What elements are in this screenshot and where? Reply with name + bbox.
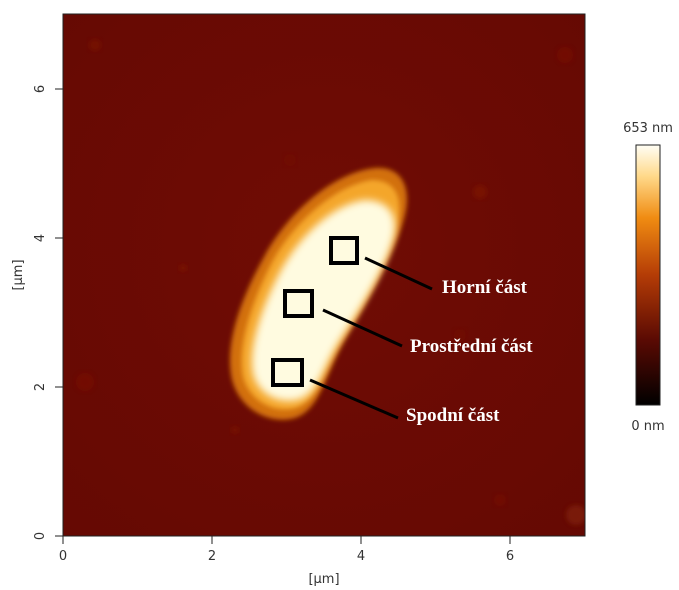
leader-line-bottom <box>309 378 399 420</box>
y-tick-label: 6 <box>33 85 48 93</box>
afm-height-map <box>63 14 585 536</box>
plot-frame <box>62 13 586 537</box>
label-bottom-part: Spodní část <box>406 405 500 426</box>
x-tick-label: 0 <box>59 549 67 564</box>
y-tick-label: 0 <box>33 532 48 540</box>
y-axis-title: [µm] <box>11 259 26 290</box>
annotation-boxes <box>271 236 359 387</box>
label-top-part: Horní část <box>442 277 528 298</box>
colorbar: 653 nm 0 nm <box>623 121 673 434</box>
cell-bright-core <box>251 200 395 401</box>
x-tick-label: 6 <box>506 549 514 564</box>
roi-box-middle <box>283 289 314 318</box>
roi-box-top <box>329 236 359 265</box>
y-tick-label: 4 <box>33 234 48 242</box>
colorbar-max-label: 653 nm <box>623 121 673 136</box>
y-axis <box>55 88 63 537</box>
x-axis-title: [µm] <box>308 572 339 587</box>
x-tick-label: 2 <box>208 549 216 564</box>
x-axis <box>62 536 511 544</box>
colorbar-gradient <box>635 144 661 406</box>
leader-line-middle <box>322 308 403 348</box>
leader-line-top <box>364 256 433 291</box>
y-tick-label: 2 <box>33 383 48 391</box>
leader-lines <box>309 256 433 420</box>
roi-box-bottom <box>271 358 304 387</box>
colorbar-min-label: 0 nm <box>631 419 664 434</box>
x-tick-label: 4 <box>357 549 365 564</box>
label-middle-part: Prostřední část <box>410 336 533 357</box>
